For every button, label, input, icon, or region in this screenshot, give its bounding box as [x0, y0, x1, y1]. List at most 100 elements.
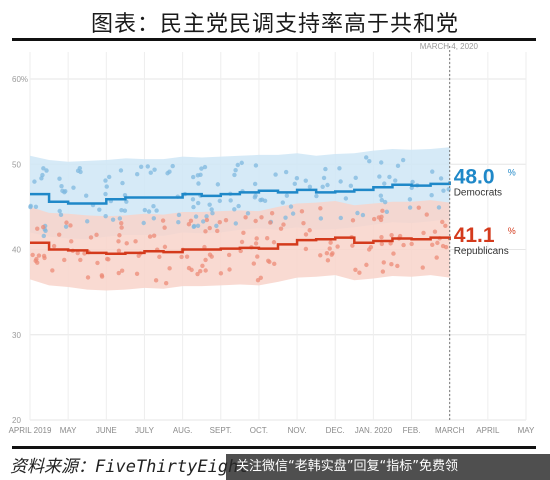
poll-dot: [401, 242, 406, 248]
poll-dot: [214, 223, 219, 229]
poll-dot: [325, 258, 331, 263]
poll-dot: [39, 176, 44, 181]
poll-dot: [179, 254, 184, 260]
poll-dot: [236, 203, 241, 209]
poll-dot: [188, 218, 194, 224]
x-tick-label: MARCH: [435, 426, 465, 435]
poll-dot: [430, 242, 435, 247]
poll-dot: [190, 197, 196, 202]
poll-dot: [416, 205, 421, 210]
poll-dot: [103, 213, 108, 219]
poll-dot: [215, 228, 220, 234]
poll-dot: [28, 204, 33, 210]
poll-dot: [162, 225, 167, 230]
poll-dot: [195, 271, 200, 277]
poll-dot: [62, 257, 67, 263]
poll-dot: [227, 267, 232, 272]
series-name-democrats: Democrats: [454, 187, 502, 198]
x-tick-label: AUG.: [173, 426, 193, 435]
poll-dot: [239, 239, 245, 245]
poll-dot: [268, 220, 273, 225]
poll-dot: [176, 220, 181, 225]
poll-dot: [429, 192, 434, 198]
poll-dot: [284, 193, 290, 198]
poll-dot: [389, 261, 394, 267]
poll-dot: [202, 164, 208, 170]
poll-dot: [436, 205, 442, 210]
poll-dot: [379, 197, 385, 203]
poll-dot: [146, 209, 152, 214]
poll-dot: [407, 205, 413, 210]
poll-dot: [204, 217, 210, 223]
poll-dot: [199, 166, 204, 171]
poll-dot: [318, 253, 323, 258]
poll-dot: [43, 228, 48, 233]
poll-dot: [142, 207, 148, 213]
poll-dot: [151, 216, 157, 221]
poll-dot: [195, 223, 201, 229]
poll-dot: [116, 270, 121, 276]
poll-dot: [350, 218, 356, 223]
poll-dot: [210, 211, 215, 216]
poll-dot: [379, 235, 384, 240]
poll-dot: [262, 198, 268, 203]
poll-dot: [271, 240, 277, 245]
poll-dot: [57, 208, 62, 214]
poll-dot: [153, 278, 159, 283]
poll-dot: [393, 178, 398, 183]
poll-dot: [440, 219, 445, 225]
poll-dot: [133, 239, 138, 244]
poll-dot: [157, 254, 162, 260]
poll-dot: [154, 208, 159, 213]
poll-dot: [264, 236, 270, 241]
poll-dot: [138, 164, 144, 169]
poll-dot: [117, 216, 123, 221]
poll-dot: [382, 181, 387, 186]
poll-dot: [320, 184, 325, 189]
poll-dot: [360, 212, 366, 218]
poll-dot: [294, 175, 300, 181]
poll-dot: [243, 215, 248, 220]
promo-banner[interactable]: 关注微信“老韩实盘”回复“指标”免费领: [226, 454, 550, 480]
poll-dot: [97, 207, 102, 212]
trend-line-democrats: [30, 181, 451, 205]
poll-dot: [56, 232, 62, 237]
poll-dot: [430, 169, 435, 174]
poll-dot: [253, 241, 259, 246]
poll-dot: [301, 220, 306, 226]
poll-dot: [59, 184, 64, 189]
poll-dot: [323, 166, 328, 172]
y-tick-label: 30: [12, 331, 21, 340]
poll-dot: [151, 203, 156, 209]
poll-dot: [443, 223, 448, 229]
poll-dot: [41, 253, 47, 259]
poll-dot: [184, 254, 190, 259]
poll-dot: [252, 181, 258, 187]
poll-dot: [117, 233, 122, 238]
polling-chart: 20 30 40 50 60% APRIL 2019 MAY JUNE JULY AUG. SEPT…: [9, 42, 535, 435]
poll-dot: [409, 241, 414, 247]
x-tick-label: DEC.: [326, 426, 345, 435]
poll-dot: [200, 263, 205, 269]
poll-dot: [380, 208, 385, 214]
poll-dot: [253, 218, 258, 224]
poll-dot: [30, 252, 35, 258]
poll-dot: [203, 257, 208, 263]
poll-dot: [253, 163, 259, 168]
poll-dot: [207, 202, 212, 207]
poll-dot: [41, 233, 46, 239]
poll-dot: [118, 168, 124, 173]
poll-dot: [134, 172, 140, 177]
poll-dot: [51, 243, 57, 249]
poll-dot: [106, 174, 112, 180]
poll-dot: [364, 262, 369, 268]
poll-dot: [435, 240, 440, 246]
poll-dot: [58, 212, 64, 218]
poll-dot: [95, 260, 100, 266]
poll-dot: [226, 252, 232, 258]
poll-dot: [288, 204, 294, 209]
poll-dot: [32, 179, 37, 184]
poll-dot: [217, 219, 222, 225]
poll-dot: [203, 229, 208, 234]
poll-dot: [82, 251, 87, 256]
